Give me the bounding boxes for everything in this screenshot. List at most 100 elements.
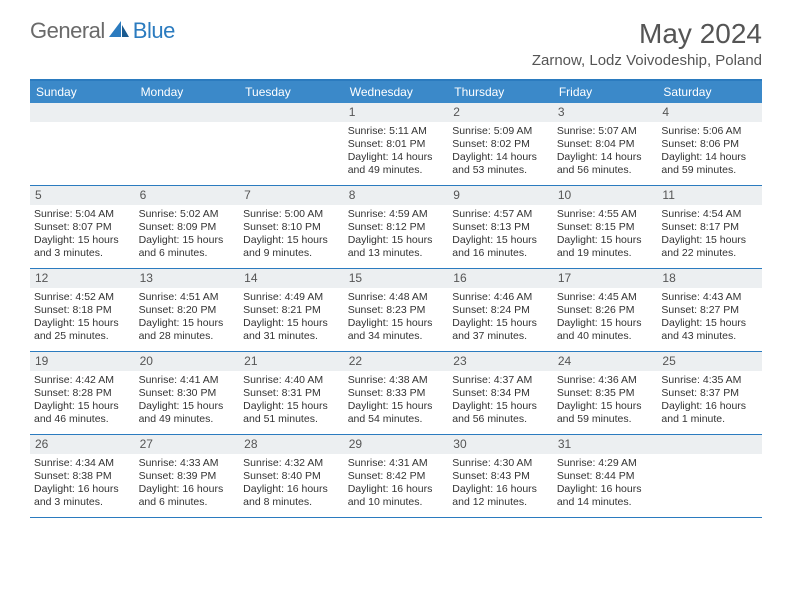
daylight-text: Daylight: 15 hours and 3 minutes. <box>34 234 131 260</box>
day-number: 5 <box>30 186 135 205</box>
day-cell: 14Sunrise: 4:49 AMSunset: 8:21 PMDayligh… <box>239 269 344 351</box>
sunset-text: Sunset: 8:43 PM <box>452 470 549 483</box>
sunset-text: Sunset: 8:37 PM <box>661 387 758 400</box>
sunset-text: Sunset: 8:07 PM <box>34 221 131 234</box>
day-number: 17 <box>553 269 658 288</box>
week-row: 26Sunrise: 4:34 AMSunset: 8:38 PMDayligh… <box>30 435 762 518</box>
header: General Blue May 2024 Zarnow, Lodz Voivo… <box>0 0 792 73</box>
day-cell: 6Sunrise: 5:02 AMSunset: 8:09 PMDaylight… <box>135 186 240 268</box>
day-number: 16 <box>448 269 553 288</box>
day-number: 13 <box>135 269 240 288</box>
day-number: 22 <box>344 352 449 371</box>
month-title: May 2024 <box>532 18 762 50</box>
sail-icon <box>107 19 131 44</box>
week-row: ...1Sunrise: 5:11 AMSunset: 8:01 PMDayli… <box>30 103 762 186</box>
sunset-text: Sunset: 8:40 PM <box>243 470 340 483</box>
day-cell: 15Sunrise: 4:48 AMSunset: 8:23 PMDayligh… <box>344 269 449 351</box>
day-cell: 1Sunrise: 5:11 AMSunset: 8:01 PMDaylight… <box>344 103 449 185</box>
day-cell: 22Sunrise: 4:38 AMSunset: 8:33 PMDayligh… <box>344 352 449 434</box>
day-number: 27 <box>135 435 240 454</box>
daylight-text: Daylight: 14 hours and 49 minutes. <box>348 151 445 177</box>
sunset-text: Sunset: 8:18 PM <box>34 304 131 317</box>
sunrise-text: Sunrise: 4:35 AM <box>661 374 758 387</box>
dow-fri: Friday <box>553 81 658 103</box>
sunset-text: Sunset: 8:17 PM <box>661 221 758 234</box>
day-cell: 10Sunrise: 4:55 AMSunset: 8:15 PMDayligh… <box>553 186 658 268</box>
sunrise-text: Sunrise: 4:51 AM <box>139 291 236 304</box>
daylight-text: Daylight: 16 hours and 10 minutes. <box>348 483 445 509</box>
sunset-text: Sunset: 8:35 PM <box>557 387 654 400</box>
logo-text-general: General <box>30 18 105 44</box>
sunrise-text: Sunrise: 4:52 AM <box>34 291 131 304</box>
day-cell: 4Sunrise: 5:06 AMSunset: 8:06 PMDaylight… <box>657 103 762 185</box>
day-number: 6 <box>135 186 240 205</box>
sunset-text: Sunset: 8:34 PM <box>452 387 549 400</box>
location: Zarnow, Lodz Voivodeship, Poland <box>532 52 762 69</box>
sunrise-text: Sunrise: 5:11 AM <box>348 125 445 138</box>
dow-sat: Saturday <box>657 81 762 103</box>
daylight-text: Daylight: 14 hours and 59 minutes. <box>661 151 758 177</box>
sunset-text: Sunset: 8:20 PM <box>139 304 236 317</box>
day-cell: 3Sunrise: 5:07 AMSunset: 8:04 PMDaylight… <box>553 103 658 185</box>
sunrise-text: Sunrise: 5:07 AM <box>557 125 654 138</box>
week-row: 12Sunrise: 4:52 AMSunset: 8:18 PMDayligh… <box>30 269 762 352</box>
sunrise-text: Sunrise: 4:38 AM <box>348 374 445 387</box>
sunset-text: Sunset: 8:10 PM <box>243 221 340 234</box>
daylight-text: Daylight: 15 hours and 6 minutes. <box>139 234 236 260</box>
sunset-text: Sunset: 8:15 PM <box>557 221 654 234</box>
sunset-text: Sunset: 8:21 PM <box>243 304 340 317</box>
daylight-text: Daylight: 15 hours and 40 minutes. <box>557 317 654 343</box>
sunrise-text: Sunrise: 4:48 AM <box>348 291 445 304</box>
day-number: 1 <box>344 103 449 122</box>
title-block: May 2024 Zarnow, Lodz Voivodeship, Polan… <box>532 18 762 69</box>
sunrise-text: Sunrise: 4:46 AM <box>452 291 549 304</box>
day-number: 3 <box>553 103 658 122</box>
day-cell: 31Sunrise: 4:29 AMSunset: 8:44 PMDayligh… <box>553 435 658 517</box>
sunset-text: Sunset: 8:26 PM <box>557 304 654 317</box>
day-number: . <box>30 103 135 122</box>
day-cell: 13Sunrise: 4:51 AMSunset: 8:20 PMDayligh… <box>135 269 240 351</box>
sunset-text: Sunset: 8:33 PM <box>348 387 445 400</box>
day-number: 31 <box>553 435 658 454</box>
daylight-text: Daylight: 15 hours and 46 minutes. <box>34 400 131 426</box>
daylight-text: Daylight: 15 hours and 16 minutes. <box>452 234 549 260</box>
day-cell: 9Sunrise: 4:57 AMSunset: 8:13 PMDaylight… <box>448 186 553 268</box>
sunset-text: Sunset: 8:30 PM <box>139 387 236 400</box>
sunset-text: Sunset: 8:06 PM <box>661 138 758 151</box>
daylight-text: Daylight: 15 hours and 37 minutes. <box>452 317 549 343</box>
sunset-text: Sunset: 8:27 PM <box>661 304 758 317</box>
day-cell: 20Sunrise: 4:41 AMSunset: 8:30 PMDayligh… <box>135 352 240 434</box>
sunrise-text: Sunrise: 4:45 AM <box>557 291 654 304</box>
day-number: 9 <box>448 186 553 205</box>
logo: General Blue <box>30 18 175 44</box>
daylight-text: Daylight: 14 hours and 53 minutes. <box>452 151 549 177</box>
day-number: 21 <box>239 352 344 371</box>
day-number: . <box>657 435 762 454</box>
daylight-text: Daylight: 16 hours and 1 minute. <box>661 400 758 426</box>
day-cell: 7Sunrise: 5:00 AMSunset: 8:10 PMDaylight… <box>239 186 344 268</box>
daylight-text: Daylight: 16 hours and 3 minutes. <box>34 483 131 509</box>
sunset-text: Sunset: 8:24 PM <box>452 304 549 317</box>
sunrise-text: Sunrise: 4:42 AM <box>34 374 131 387</box>
daylight-text: Daylight: 15 hours and 19 minutes. <box>557 234 654 260</box>
day-number: 8 <box>344 186 449 205</box>
sunrise-text: Sunrise: 5:09 AM <box>452 125 549 138</box>
daylight-text: Daylight: 15 hours and 43 minutes. <box>661 317 758 343</box>
day-cell: 27Sunrise: 4:33 AMSunset: 8:39 PMDayligh… <box>135 435 240 517</box>
daylight-text: Daylight: 15 hours and 56 minutes. <box>452 400 549 426</box>
day-cell: . <box>135 103 240 185</box>
sunrise-text: Sunrise: 4:33 AM <box>139 457 236 470</box>
day-number: 30 <box>448 435 553 454</box>
sunrise-text: Sunrise: 4:36 AM <box>557 374 654 387</box>
day-cell: 5Sunrise: 5:04 AMSunset: 8:07 PMDaylight… <box>30 186 135 268</box>
day-number: 29 <box>344 435 449 454</box>
day-cell: 19Sunrise: 4:42 AMSunset: 8:28 PMDayligh… <box>30 352 135 434</box>
sunrise-text: Sunrise: 4:54 AM <box>661 208 758 221</box>
calendar: Sunday Monday Tuesday Wednesday Thursday… <box>30 79 762 518</box>
sunrise-text: Sunrise: 4:30 AM <box>452 457 549 470</box>
weeks-container: ...1Sunrise: 5:11 AMSunset: 8:01 PMDayli… <box>30 103 762 518</box>
day-number: 24 <box>553 352 658 371</box>
day-number: . <box>239 103 344 122</box>
sunrise-text: Sunrise: 4:32 AM <box>243 457 340 470</box>
sunset-text: Sunset: 8:13 PM <box>452 221 549 234</box>
